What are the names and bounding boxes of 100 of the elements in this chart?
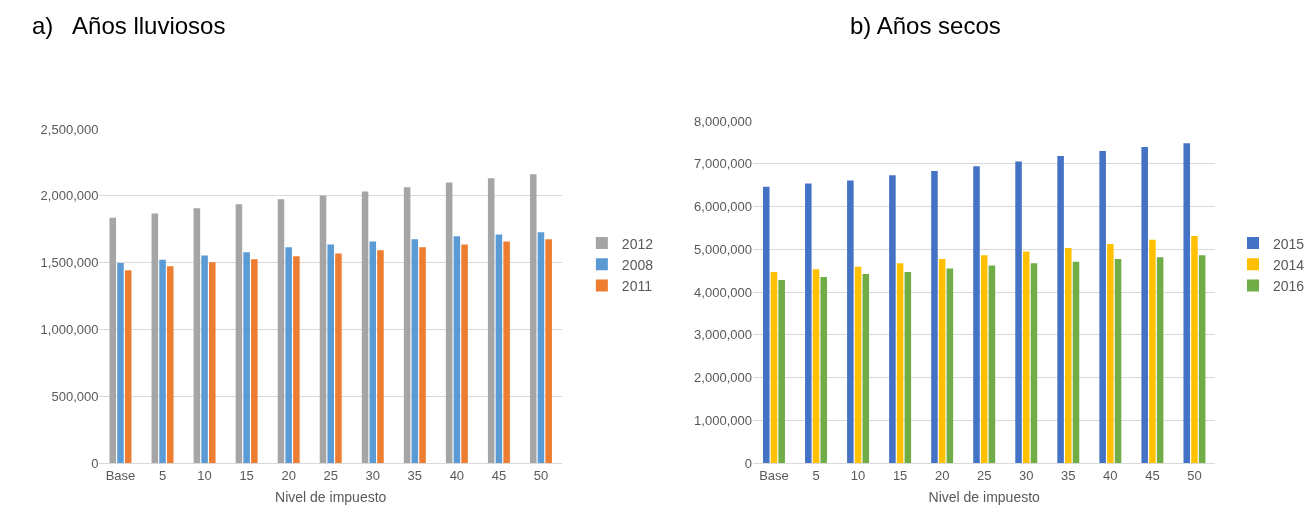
x-tick-label: 20 — [934, 467, 950, 483]
x-tick-label: Base — [105, 467, 136, 483]
y-tick-label: 2,000,000 — [40, 188, 99, 204]
legend-label: 2011 — [621, 277, 653, 294]
bar — [778, 280, 785, 463]
x-tick-label: 45 — [491, 467, 507, 483]
x-tick-label: 10 — [850, 467, 866, 483]
bar — [151, 213, 159, 463]
bar — [812, 269, 820, 463]
bar — [904, 271, 912, 463]
bar — [369, 241, 377, 463]
y-tick-label: 1,000,000 — [694, 412, 752, 428]
bar — [166, 266, 174, 463]
bar — [277, 199, 285, 463]
x-tick-label: 50 — [533, 467, 549, 483]
bar — [487, 178, 495, 463]
bar — [854, 266, 862, 463]
bar — [117, 263, 124, 463]
legend-label: 2014 — [1273, 256, 1305, 273]
bar — [335, 253, 342, 463]
bar — [251, 259, 258, 463]
x-tick-label: 35 — [407, 467, 423, 483]
bar — [1099, 150, 1106, 463]
y-tick-label: 1,000,000 — [40, 321, 99, 337]
bar — [1072, 261, 1080, 463]
x-tick-label: 40 — [1103, 467, 1118, 483]
y-tick-label: 0 — [91, 455, 99, 471]
bar — [988, 265, 996, 463]
x-tick-label: 30 — [365, 467, 380, 483]
bar — [938, 259, 946, 463]
x-axis-title: Nivel de impuesto — [275, 488, 387, 505]
bar — [1191, 236, 1198, 463]
y-tick-label: 2,500,000 — [40, 121, 99, 137]
y-tick-label: 5,000,000 — [694, 241, 752, 257]
bar — [862, 274, 870, 463]
bar — [503, 241, 510, 463]
bar — [1114, 259, 1122, 463]
bar — [124, 270, 132, 463]
x-tick-label: 15 — [892, 467, 908, 483]
bar — [461, 244, 468, 463]
chart-title: b) Años secos — [850, 12, 1001, 39]
bar — [1141, 147, 1148, 463]
bar — [445, 182, 453, 463]
bar — [889, 175, 896, 463]
bar — [980, 255, 988, 463]
x-tick-label: 25 — [976, 467, 992, 483]
legend-label: 2016 — [1273, 277, 1305, 294]
x-tick-label: 10 — [197, 467, 212, 483]
bar — [946, 268, 954, 463]
bar — [201, 255, 208, 463]
x-tick-label: 35 — [1061, 467, 1076, 483]
bar — [1015, 161, 1022, 463]
x-tick-label: 5 — [812, 467, 820, 483]
y-tick-label: 6,000,000 — [694, 199, 752, 215]
x-tick-label: 45 — [1145, 467, 1160, 483]
bar — [770, 271, 778, 463]
bar — [1022, 251, 1030, 463]
bar — [1057, 156, 1064, 463]
legend-label: 2012 — [621, 235, 654, 252]
bar — [193, 208, 201, 463]
bar — [243, 252, 250, 463]
y-tick-label: 500,000 — [51, 388, 99, 404]
bar — [896, 263, 904, 463]
bar — [319, 195, 327, 463]
legend-label: 2015 — [1273, 235, 1305, 252]
x-tick-label: 40 — [449, 467, 465, 483]
y-tick-label: 8,000,000 — [694, 113, 752, 129]
bar — [1107, 244, 1114, 463]
bar — [377, 250, 384, 463]
bar — [1156, 257, 1164, 463]
y-tick-label: 3,000,000 — [694, 327, 752, 343]
x-tick-label: Base — [759, 467, 789, 483]
bar — [973, 166, 980, 463]
y-tick-label: 1,500,000 — [40, 255, 99, 271]
bar — [931, 171, 938, 463]
bar — [495, 234, 503, 463]
bar — [1065, 247, 1072, 463]
y-tick-label: 2,000,000 — [694, 370, 752, 386]
y-tick-label: 4,000,000 — [694, 284, 752, 300]
chart-title: a) Años lluviosos — [32, 12, 226, 39]
x-tick-label: 50 — [1187, 467, 1202, 483]
bar — [820, 277, 828, 463]
bar — [293, 256, 300, 463]
y-tick-label: 0 — [744, 455, 752, 471]
bar — [453, 236, 461, 463]
bar — [327, 244, 334, 463]
legend-label: 2008 — [621, 256, 654, 273]
y-tick-label: 7,000,000 — [694, 156, 752, 172]
bar — [847, 180, 854, 463]
bar — [285, 247, 292, 463]
bar — [537, 232, 545, 463]
bar — [1149, 239, 1156, 463]
bar — [545, 239, 552, 463]
x-tick-label: 25 — [323, 467, 338, 483]
bar — [762, 186, 770, 463]
bar — [235, 204, 243, 463]
x-tick-label: 20 — [281, 467, 296, 483]
bar — [403, 187, 411, 463]
bar — [159, 259, 166, 463]
bar — [209, 262, 216, 463]
